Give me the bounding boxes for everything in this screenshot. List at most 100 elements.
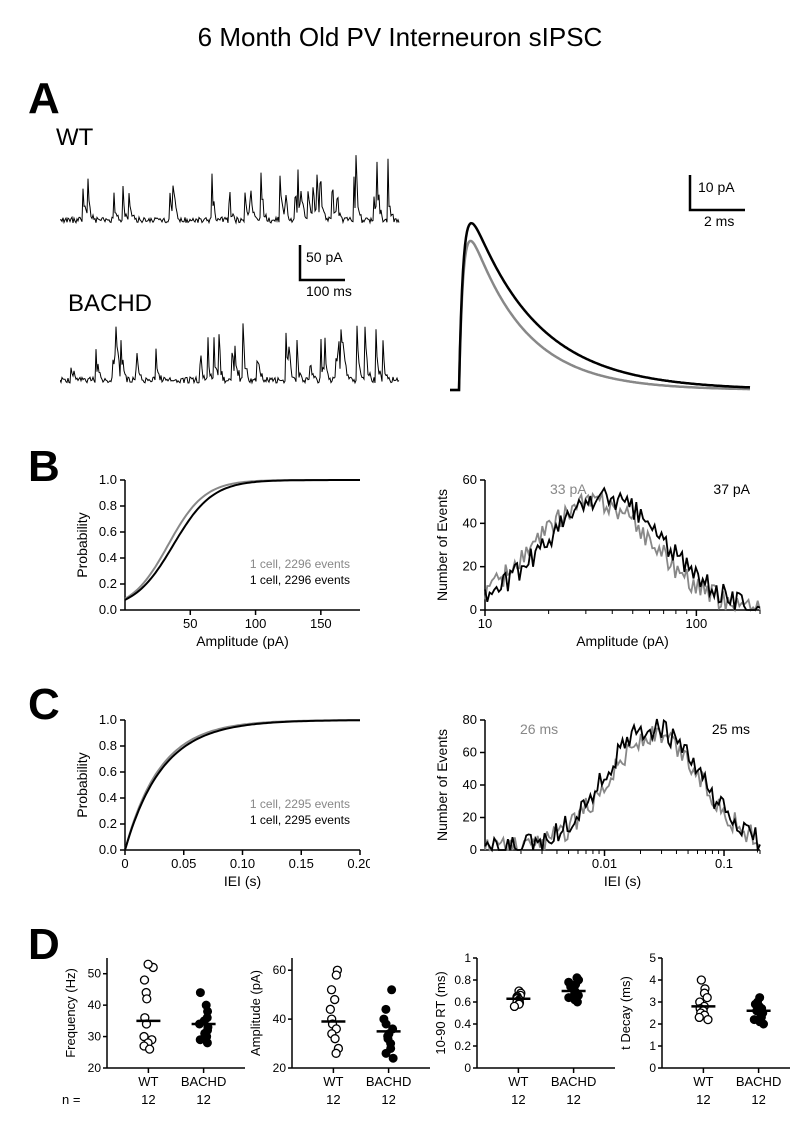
svg-text:Amplitude (pA): Amplitude (pA) [248, 970, 263, 1056]
svg-text:0.8: 0.8 [99, 738, 117, 753]
svg-text:0.1: 0.1 [715, 856, 733, 871]
svg-text:Number of Events: Number of Events [434, 489, 450, 601]
svg-text:25 ms: 25 ms [712, 721, 750, 737]
svg-text:40: 40 [463, 777, 477, 792]
svg-text:1: 1 [464, 951, 471, 965]
svg-text:20: 20 [88, 1061, 102, 1075]
svg-text:80: 80 [463, 712, 477, 727]
panel-b-cdf: 50 100 150 0.0 0.2 0.4 0.6 0.8 1.0 Amplitude (pA)… [70, 470, 370, 670]
svg-text:0.8: 0.8 [99, 498, 117, 513]
svg-text:0: 0 [470, 842, 477, 857]
svg-text:1.0: 1.0 [99, 712, 117, 727]
svg-text:10-90 RT (ms): 10-90 RT (ms) [433, 971, 448, 1054]
svg-text:12: 12 [326, 1092, 340, 1107]
svg-text:1 cell, 2295 events: 1 cell, 2295 events [250, 797, 350, 811]
panel-c-label: C [28, 680, 60, 730]
svg-text:50 pA: 50 pA [306, 249, 343, 265]
svg-text:0: 0 [464, 1061, 471, 1075]
panel-a-traces: 50 pA 100 ms [60, 130, 400, 430]
svg-text:20: 20 [463, 559, 477, 574]
svg-text:100 ms: 100 ms [306, 283, 352, 299]
svg-text:BACHD: BACHD [551, 1074, 597, 1089]
svg-text:0: 0 [470, 602, 477, 617]
svg-text:100: 100 [686, 616, 708, 631]
svg-text:0.4: 0.4 [454, 1017, 471, 1031]
svg-text:0.0: 0.0 [99, 602, 117, 617]
svg-text:0: 0 [649, 1061, 656, 1075]
svg-text:1.0: 1.0 [99, 472, 117, 487]
svg-text:12: 12 [141, 1092, 155, 1107]
svg-text:IEI (s): IEI (s) [224, 873, 261, 889]
svg-text:4: 4 [649, 973, 656, 987]
svg-text:2: 2 [649, 1017, 656, 1031]
svg-text:150: 150 [310, 616, 332, 631]
svg-text:2 ms: 2 ms [704, 213, 734, 229]
svg-text:IEI (s): IEI (s) [604, 873, 641, 889]
svg-text:60: 60 [463, 472, 477, 487]
panel-d-strips: 20304050Frequency (Hz)WTBACHD1212204060A… [50, 950, 790, 1135]
svg-text:0.8: 0.8 [454, 973, 471, 987]
svg-text:Number of Events: Number of Events [434, 729, 450, 841]
svg-text:10: 10 [478, 616, 492, 631]
svg-text:WT: WT [323, 1074, 343, 1089]
svg-text:50: 50 [183, 616, 197, 631]
svg-text:0.05: 0.05 [171, 856, 196, 871]
svg-text:33 pA: 33 pA [550, 481, 587, 497]
svg-text:0.2: 0.2 [454, 1039, 471, 1053]
svg-text:12: 12 [751, 1092, 765, 1107]
svg-text:0.2: 0.2 [99, 576, 117, 591]
svg-text:12: 12 [566, 1092, 580, 1107]
panel-b-hist: 10 100 0 20 40 60 Amplitude (pA) Number of Even… [430, 470, 770, 670]
svg-text:WT: WT [693, 1074, 713, 1089]
svg-text:t Decay (ms): t Decay (ms) [618, 976, 633, 1050]
svg-text:0.4: 0.4 [99, 550, 117, 565]
svg-text:60: 60 [273, 963, 287, 977]
svg-text:WT: WT [508, 1074, 528, 1089]
panel-a-label: A [28, 74, 60, 124]
svg-text:0.2: 0.2 [99, 816, 117, 831]
svg-text:0.20: 0.20 [347, 856, 370, 871]
svg-text:Frequency (Hz): Frequency (Hz) [63, 968, 78, 1058]
svg-text:0.6: 0.6 [99, 524, 117, 539]
svg-text:n =: n = [62, 1092, 80, 1107]
svg-text:1: 1 [649, 1039, 656, 1053]
svg-text:60: 60 [463, 745, 477, 760]
svg-text:12: 12 [511, 1092, 525, 1107]
svg-text:20: 20 [463, 810, 477, 825]
svg-text:0: 0 [121, 856, 128, 871]
svg-text:100: 100 [245, 616, 267, 631]
svg-text:0.4: 0.4 [99, 790, 117, 805]
panel-b-label: B [28, 442, 60, 492]
svg-text:40: 40 [273, 1012, 287, 1026]
svg-text:37 pA: 37 pA [713, 481, 750, 497]
svg-text:1 cell, 2296 events: 1 cell, 2296 events [250, 557, 350, 571]
svg-text:Probability: Probability [74, 512, 90, 577]
panel-c-cdf: 0 0.05 0.10 0.15 0.20 0.0 0.2 0.4 0.6 0.8 1.0 IEI (… [70, 710, 370, 910]
svg-text:10 pA: 10 pA [698, 179, 735, 195]
svg-text:0.10: 0.10 [230, 856, 255, 871]
svg-text:0.6: 0.6 [454, 995, 471, 1009]
svg-text:26 ms: 26 ms [520, 721, 558, 737]
svg-text:Amplitude (pA): Amplitude (pA) [196, 633, 289, 649]
svg-text:30: 30 [88, 1030, 102, 1044]
svg-text:5: 5 [649, 951, 656, 965]
svg-text:BACHD: BACHD [736, 1074, 782, 1089]
panel-a-waveform: 10 pA 2 ms [440, 130, 780, 430]
svg-text:0.6: 0.6 [99, 764, 117, 779]
svg-text:3: 3 [649, 995, 656, 1009]
svg-text:50: 50 [88, 967, 102, 981]
svg-text:0.15: 0.15 [289, 856, 314, 871]
svg-text:0.0: 0.0 [99, 842, 117, 857]
svg-text:1 cell, 2295 events: 1 cell, 2295 events [250, 813, 350, 827]
figure-title: 6 Month Old PV Interneuron sIPSC [0, 22, 800, 53]
svg-text:Probability: Probability [74, 752, 90, 817]
svg-text:WT: WT [138, 1074, 158, 1089]
svg-text:40: 40 [463, 515, 477, 530]
svg-text:12: 12 [381, 1092, 395, 1107]
panel-c-hist: 0.010.1020406080IEI (s)Number of Events2… [430, 710, 770, 910]
svg-text:20: 20 [273, 1061, 287, 1075]
svg-text:BACHD: BACHD [181, 1074, 227, 1089]
svg-text:40: 40 [88, 998, 102, 1012]
svg-text:Amplitude (pA): Amplitude (pA) [576, 633, 669, 649]
svg-text:BACHD: BACHD [366, 1074, 412, 1089]
